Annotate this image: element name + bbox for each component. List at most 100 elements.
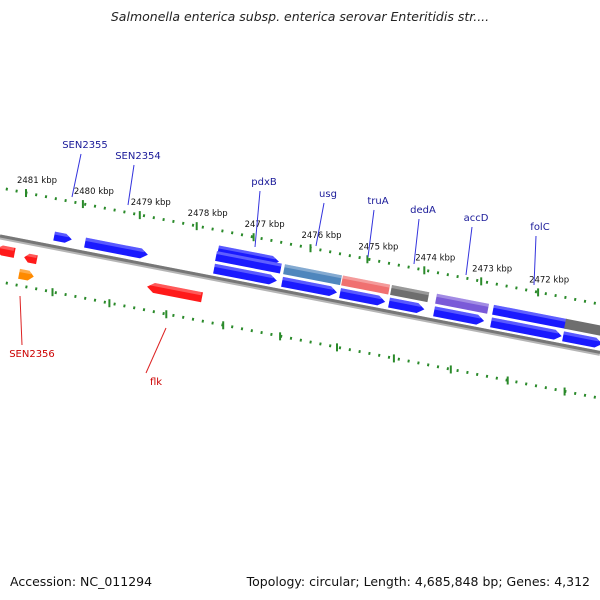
tick-label: 2472 kbp: [529, 275, 569, 285]
ruler-dot: [132, 212, 136, 216]
map-title: Salmonella enterica subsp. enterica sero…: [110, 9, 490, 24]
ruler-dot: [515, 380, 518, 384]
ruler-dot: [583, 393, 587, 397]
ruler-dot: [93, 204, 97, 208]
gene-label-truA: truA: [367, 196, 388, 207]
gene-arrow-row-6: [562, 331, 600, 348]
leader-line: [19, 295, 23, 346]
ruler-dot: [44, 195, 48, 199]
ruler-dot: [221, 229, 224, 233]
tick-label: 2473 kbp: [472, 264, 512, 274]
tick-label: 2479 kbp: [131, 198, 171, 208]
ruler-dot: [534, 384, 538, 388]
feature-layer: [0, 231, 600, 348]
ruler-dot: [524, 288, 528, 292]
ruler-dot: [358, 350, 361, 354]
ruler-dot: [260, 236, 263, 241]
ruler-dot: [554, 388, 557, 392]
gene-arrow-flk: [147, 282, 203, 303]
ruler-dot: [181, 221, 185, 225]
gene-arrow-row-2: [339, 288, 386, 306]
ruler-dot: [299, 338, 303, 342]
gene-arrow-row-0: [213, 263, 277, 285]
ruler-dot: [377, 259, 381, 263]
ruler-dot: [172, 313, 175, 318]
ruler-dot: [83, 202, 87, 206]
feature-pdxB: [215, 251, 282, 274]
ruler-dot: [191, 223, 195, 227]
ruler-dot: [152, 310, 156, 314]
ruler-dot: [211, 227, 214, 231]
tick-label: 2477 kbp: [245, 220, 285, 230]
gene-arrow-sen2356: [18, 268, 34, 281]
gene-arrow-pdxB: [217, 245, 280, 265]
ruler-dot: [113, 302, 116, 306]
ruler-dot: [446, 367, 450, 371]
ruler-dot: [15, 189, 18, 193]
ruler-dot: [74, 200, 77, 204]
gene-label-accD: accD: [464, 213, 489, 224]
ruler-dot: [524, 382, 528, 386]
ruler-dot: [123, 210, 126, 214]
ruler-dot: [64, 198, 67, 203]
ruler-dot: [348, 348, 352, 352]
ruler-dot: [113, 208, 116, 212]
feature-tail: [564, 318, 600, 337]
gene-label-SEN2355: SEN2355: [62, 140, 108, 151]
ruler-dot: [172, 219, 175, 224]
ruler-dot: [250, 329, 254, 333]
ruler-dot: [25, 285, 28, 289]
ruler-dot: [250, 235, 254, 239]
ruler-dot: [270, 238, 273, 243]
ruler-dot: [485, 374, 489, 378]
ruler-dot: [93, 298, 97, 302]
leader-line: [315, 202, 325, 247]
ruler-dot: [319, 342, 322, 346]
ruler-dot: [436, 271, 440, 275]
ruler-dot: [475, 372, 479, 376]
ruler-dot: [211, 321, 214, 325]
leader-line: [71, 153, 82, 198]
ruler-dot: [426, 269, 430, 273]
ruler-dot: [466, 276, 469, 281]
ruler-dot: [417, 361, 420, 365]
ruler-dot: [534, 290, 538, 294]
ruler-dot: [593, 395, 597, 399]
ruler-dot: [515, 286, 518, 290]
ruler-dot: [132, 306, 136, 310]
ruler-dot: [54, 291, 58, 295]
ruler-dot: [152, 216, 156, 220]
ruler-dot: [162, 217, 165, 222]
ruler-dot: [191, 317, 195, 321]
feature-dedA: [390, 285, 430, 303]
ruler-dot: [319, 248, 322, 252]
ruler-dot: [201, 319, 205, 323]
ruler-dot: [142, 308, 146, 312]
tick-layer: [5, 187, 597, 399]
ruler-dot: [407, 359, 410, 363]
leader-line: [413, 218, 420, 265]
tick-label: 2478 kbp: [188, 209, 228, 219]
ruler-dot: [328, 344, 332, 348]
leader-line: [367, 209, 375, 258]
ruler-dot: [270, 332, 273, 337]
ruler-dot: [240, 327, 244, 331]
gene-arrow-row-5: [490, 317, 562, 340]
ruler-dot: [54, 197, 58, 201]
ruler-dot: [456, 369, 459, 373]
ruler-dot: [279, 240, 283, 244]
ruler-dot: [368, 351, 371, 356]
ruler-dot: [230, 325, 234, 329]
ruler-dot: [446, 273, 450, 277]
gene-label-pdxB: pdxB: [251, 177, 277, 188]
ruler-dot: [34, 193, 38, 197]
ruler-dot: [495, 282, 499, 286]
gene-label-flk: flk: [150, 377, 162, 388]
ruler-dot: [544, 292, 548, 296]
ruler-dot: [328, 250, 332, 254]
ruler-dot: [103, 206, 107, 210]
leader-line: [533, 235, 537, 286]
ruler-dot: [103, 300, 107, 304]
ruler-dot: [456, 275, 459, 279]
ruler-dot: [44, 289, 48, 293]
